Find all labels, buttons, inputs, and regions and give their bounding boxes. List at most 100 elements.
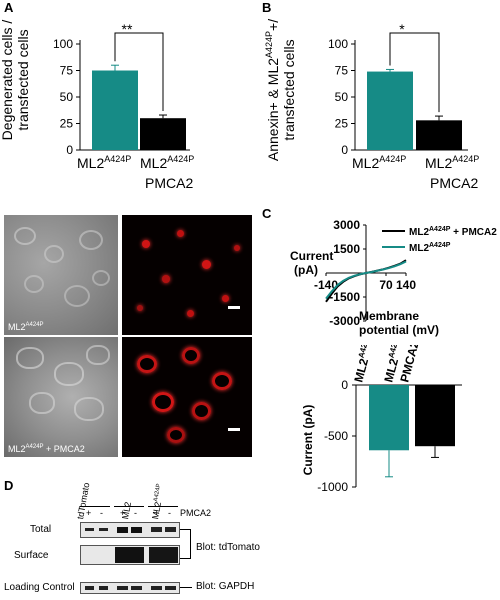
bar bbox=[92, 70, 138, 150]
row-label-surface: Surface bbox=[14, 550, 49, 561]
legend-label-pmca2: ML2A424P + PMCA2 bbox=[409, 226, 497, 238]
panel-a-cat2-line2: PMCA2 bbox=[145, 175, 193, 191]
micrograph-label-ml2-a424p: ML2A424P bbox=[8, 322, 44, 332]
blot-band bbox=[99, 528, 108, 531]
bar bbox=[415, 385, 455, 447]
panel-a-ylabel-line2: transfected cells bbox=[15, 29, 31, 130]
panel-a-bars bbox=[92, 32, 186, 150]
blot-strip-surface bbox=[80, 545, 180, 565]
panel-c-bar-chart: ML2A424P ML2A424P PMCA2 Current (pA) 0-5… bbox=[301, 345, 462, 494]
blot-band bbox=[131, 586, 142, 590]
panel-b-chart: Annexin+ & ML2A424P+/ transfected cells … bbox=[264, 19, 479, 191]
pmca2-sign: + bbox=[86, 508, 92, 518]
panel-c-bar-ylabel: Current (pA) bbox=[301, 405, 315, 476]
iv-x-tick-label: 70 bbox=[379, 278, 393, 292]
panel-c-bar-bars bbox=[369, 385, 455, 478]
panel-c-iv-chart: -3000 -1500 1500 3000 -140 70 140 Current (pA)… bbox=[290, 218, 497, 337]
panel-a-cat1: ML2A424P bbox=[77, 154, 131, 171]
blot-band bbox=[117, 527, 128, 533]
panel-b-cat1: ML2A424P bbox=[352, 154, 406, 171]
panel-c-cat1: ML2A424P bbox=[350, 345, 377, 384]
iv-y-tick-label: 1500 bbox=[333, 242, 360, 256]
panel-c-iv-lines bbox=[325, 259, 407, 303]
scale-bar bbox=[228, 428, 240, 431]
blot-band bbox=[165, 586, 176, 590]
panel-a-ylabel-line1: Degenerated cells / bbox=[0, 20, 15, 141]
panel-a-chart: Degenerated cells / transfected cells 0 2… bbox=[0, 20, 194, 191]
y-tick-label: 100 bbox=[53, 37, 73, 51]
panel-d-blot: tdTomato ML2 ML2A424P + - + - + - PMCA2 … bbox=[0, 480, 500, 600]
blot-band bbox=[151, 586, 162, 590]
panel-c-bar-axes: 0 -500 -1000 bbox=[317, 378, 462, 494]
micrograph-label-ml2-a424p-pmca2: ML2A424P + PMCA2 bbox=[8, 444, 85, 454]
blot-band bbox=[149, 547, 178, 563]
panel-a-cat2: ML2A424P bbox=[140, 154, 194, 171]
panel-c-cat2-line2: PMCA2 bbox=[397, 345, 421, 384]
brightfield-image-ml2-a424p-pmca2: ML2A424P + PMCA2 bbox=[4, 337, 118, 457]
y-tick-label: 75 bbox=[60, 64, 74, 78]
iv-curve-ml2 bbox=[325, 260, 407, 300]
iv-xlabel-line1: Membrane bbox=[359, 309, 419, 323]
panel-b-cat2: ML2A424P bbox=[425, 154, 479, 171]
blot-band bbox=[117, 586, 128, 590]
y-tick-label: 0 bbox=[66, 143, 73, 157]
significance-bracket bbox=[114, 32, 164, 112]
panel-label-b: B bbox=[262, 0, 272, 15]
y-tick-label: 0 bbox=[341, 143, 348, 157]
blot-label-gapdh: Blot: GAPDH bbox=[196, 581, 255, 592]
blot-band bbox=[151, 527, 162, 532]
iv-x-tick-label: -140 bbox=[314, 278, 338, 292]
blot-band bbox=[99, 586, 108, 590]
pmca2-sign: - bbox=[168, 508, 171, 518]
blot-strip-total bbox=[80, 522, 180, 538]
row-label-total: Total bbox=[30, 524, 52, 535]
lane-bracket-ml2-a424p bbox=[148, 506, 178, 509]
iv-x-tick-label: 140 bbox=[396, 278, 416, 292]
fluorescence-image-ml2-a424p-pmca2 bbox=[122, 337, 252, 457]
iv-y-tick-label: -3000 bbox=[329, 314, 360, 328]
y-tick-label: 75 bbox=[335, 64, 349, 78]
iv-y-tick-label: 3000 bbox=[333, 218, 360, 232]
brightfield-image-ml2-a424p: ML2A424P bbox=[4, 215, 118, 335]
pmca2-sign: - bbox=[134, 508, 137, 518]
lane-bracket-ml2 bbox=[114, 506, 144, 509]
y-tick-label: 25 bbox=[60, 117, 74, 131]
y-tick-label: 100 bbox=[328, 37, 348, 51]
bar bbox=[367, 71, 413, 150]
pmca2-sign: + bbox=[120, 508, 126, 518]
bar bbox=[369, 385, 409, 451]
pmca2-label: PMCA2 bbox=[180, 508, 212, 518]
panel-a-ylabel: Degenerated cells / transfected cells bbox=[0, 20, 31, 141]
blot-band bbox=[165, 527, 176, 532]
panel-b-cat2-line2: PMCA2 bbox=[430, 175, 478, 191]
iv-ylabel-line2: (pA) bbox=[294, 263, 318, 277]
blot-bracket bbox=[180, 529, 191, 559]
blot-connector bbox=[180, 587, 192, 588]
panel-b-ylabel: Annexin+ & ML2A424P+/ transfected cells bbox=[264, 19, 297, 161]
pmca2-sign: - bbox=[100, 508, 103, 518]
legend-label-ml2: ML2A424P bbox=[409, 242, 451, 254]
row-label-loading-control: Loading Control bbox=[4, 582, 75, 593]
blot-band bbox=[115, 547, 144, 563]
lane-bracket-tdtomato bbox=[80, 506, 110, 509]
panel-b-significance: * bbox=[399, 21, 405, 37]
panel-label-d: D bbox=[4, 478, 14, 493]
blot-band bbox=[131, 527, 142, 533]
panel-a-axes: 0 25 50 75 100 bbox=[53, 37, 190, 157]
bar-y-tick-label: -1000 bbox=[317, 480, 348, 494]
fluorescence-image-ml2-a424p bbox=[122, 215, 252, 335]
panel-label-c: C bbox=[262, 206, 272, 221]
panel-label-a: A bbox=[4, 0, 14, 15]
blot-band bbox=[85, 528, 94, 531]
iv-y-tick-label: -1500 bbox=[329, 290, 360, 304]
pmca2-sign: + bbox=[154, 508, 160, 518]
bar bbox=[140, 118, 186, 150]
iv-xlabel-line2: potential (mV) bbox=[359, 323, 439, 337]
y-tick-label: 50 bbox=[60, 90, 74, 104]
panel-b-ylabel-line2: transfected cells bbox=[281, 39, 297, 140]
y-tick-label: 25 bbox=[335, 117, 349, 131]
bar-y-tick-label: -500 bbox=[324, 429, 348, 443]
iv-ylabel-line1: Current bbox=[290, 249, 333, 263]
scale-bar bbox=[228, 306, 240, 309]
panel-a-significance: ** bbox=[122, 21, 133, 37]
